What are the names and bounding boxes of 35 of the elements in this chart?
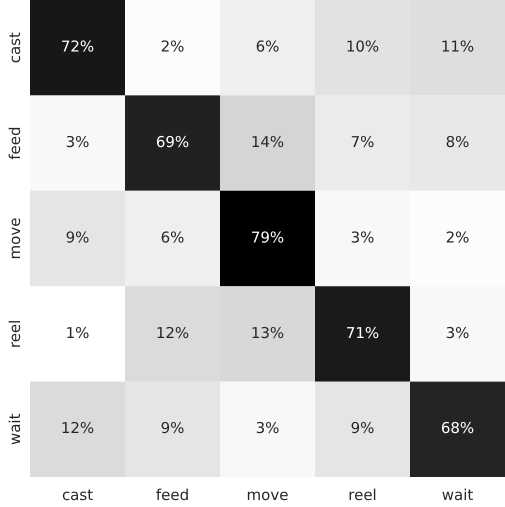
- data-label: 2%: [160, 38, 184, 56]
- data-label: 12%: [156, 324, 190, 342]
- data-label: 12%: [60, 419, 94, 438]
- data-label: 9%: [350, 419, 374, 438]
- data-label: 3%: [350, 228, 374, 246]
- data-label: 2%: [446, 228, 470, 246]
- y-tick-label: feed: [6, 126, 24, 160]
- data-label: 71%: [346, 324, 380, 342]
- data-label: 72%: [60, 38, 94, 56]
- data-label: 3%: [256, 419, 280, 438]
- data-label: 10%: [346, 38, 380, 56]
- x-tick-label: move: [246, 486, 288, 504]
- y-tick-label: wait: [6, 413, 24, 446]
- data-label: 14%: [250, 132, 284, 151]
- x-tick-label: cast: [62, 486, 94, 504]
- x-tick-label: wait: [442, 486, 474, 504]
- data-label: 6%: [256, 38, 280, 56]
- data-label: 69%: [156, 132, 190, 151]
- x-tick-label: feed: [156, 486, 190, 504]
- data-label: 3%: [446, 324, 470, 342]
- data-label: 79%: [250, 228, 284, 246]
- data-label: 3%: [66, 132, 90, 151]
- y-tick-label: cast: [6, 32, 24, 64]
- y-tick-label: move: [6, 218, 24, 260]
- data-label: 8%: [446, 132, 470, 151]
- y-tick-label: reel: [6, 320, 24, 348]
- data-label: 9%: [66, 228, 90, 246]
- x-tick-label: reel: [348, 486, 377, 504]
- data-label: 1%: [66, 324, 90, 342]
- data-label: 7%: [350, 132, 374, 151]
- data-label: 13%: [250, 324, 284, 342]
- data-label: 11%: [440, 38, 474, 56]
- data-label: 6%: [160, 228, 184, 246]
- data-label: 9%: [160, 419, 184, 438]
- data-label: 68%: [440, 419, 474, 438]
